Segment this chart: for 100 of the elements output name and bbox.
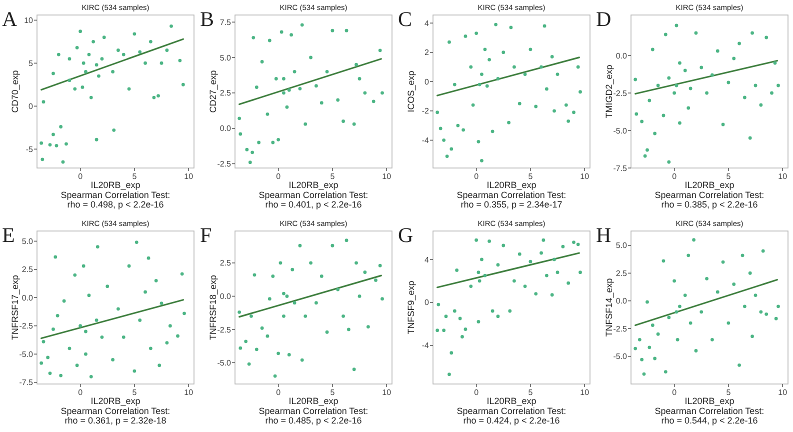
point — [726, 321, 730, 325]
point — [273, 374, 277, 378]
point — [738, 42, 741, 46]
point — [456, 124, 460, 128]
point — [180, 272, 184, 276]
y-tick-label: 0.0 — [616, 51, 628, 60]
text: Spearman Correlation Test: — [456, 406, 566, 416]
point — [542, 24, 546, 28]
point — [662, 114, 666, 118]
x-tick-label: 10 — [580, 388, 590, 397]
point — [528, 48, 532, 52]
point — [634, 112, 638, 116]
point — [144, 61, 147, 65]
point — [54, 144, 58, 148]
point — [62, 299, 66, 303]
point — [476, 320, 480, 324]
point — [688, 86, 692, 90]
point — [148, 40, 152, 44]
text: D — [596, 7, 612, 31]
text: rho = 0.424, p < 2.2e-16 — [463, 416, 560, 426]
point — [436, 328, 440, 332]
point — [523, 72, 527, 76]
x-tick-label: 5 — [330, 388, 336, 397]
x-axis-title: IL20RB_exp — [90, 180, 140, 190]
point — [770, 91, 774, 95]
point — [442, 328, 446, 332]
point — [476, 140, 480, 144]
point — [638, 338, 642, 342]
x-axis-title: IL20RB_exp — [486, 180, 536, 190]
point — [165, 48, 169, 52]
point — [102, 36, 106, 40]
point — [460, 335, 464, 338]
point — [244, 340, 248, 344]
point — [452, 82, 456, 86]
point — [678, 61, 682, 65]
y-tick-label: -2 — [422, 106, 430, 116]
point — [325, 70, 329, 74]
y-tick-label: 5.0 — [616, 241, 628, 250]
point — [314, 301, 318, 305]
point — [292, 301, 296, 305]
point — [512, 65, 516, 69]
point — [445, 154, 449, 158]
y-tick-label: 2.5 — [220, 258, 232, 268]
point — [146, 256, 150, 260]
point — [344, 238, 348, 242]
x-axis-title: IL20RB_exp — [288, 396, 338, 406]
point — [271, 274, 275, 278]
point — [354, 261, 358, 265]
point — [494, 22, 498, 26]
y-tick-label: 0 — [28, 102, 34, 111]
point — [776, 84, 780, 88]
point — [40, 141, 44, 145]
point — [156, 94, 160, 98]
point — [726, 80, 730, 84]
point — [452, 309, 456, 313]
point — [342, 314, 345, 318]
point — [674, 84, 678, 88]
text: Spearman Correlation Test: — [654, 406, 764, 416]
x-tick-label: 5 — [726, 172, 732, 181]
point — [92, 40, 96, 44]
point — [442, 138, 446, 142]
point — [764, 36, 768, 40]
text: rho = 0.498, p < 2.2e-16 — [67, 200, 164, 210]
point — [181, 82, 185, 86]
point — [56, 52, 60, 56]
y-tick-label: 0 — [424, 298, 430, 308]
point — [238, 132, 242, 136]
point — [292, 70, 296, 74]
point — [75, 364, 79, 368]
point — [290, 268, 294, 272]
y-axis-title: TNFSF14_exp — [604, 278, 614, 337]
point — [268, 38, 272, 42]
point — [688, 321, 692, 325]
point — [721, 260, 725, 264]
point — [282, 292, 286, 296]
y-axis-title: TMIGD2_exp — [604, 64, 614, 118]
point — [464, 328, 468, 331]
point — [678, 304, 682, 308]
point — [496, 263, 500, 267]
point — [176, 334, 180, 338]
point — [490, 130, 494, 134]
text: G — [398, 223, 414, 247]
point — [278, 261, 282, 265]
point — [250, 314, 253, 318]
point — [300, 358, 304, 362]
point — [478, 279, 482, 283]
point — [721, 122, 725, 126]
x-axis-title: IL20RB_exp — [288, 180, 338, 190]
point — [464, 34, 468, 38]
point — [640, 120, 644, 124]
x-tick-label: 10 — [184, 172, 194, 181]
point — [683, 294, 687, 298]
point — [268, 297, 272, 301]
point — [111, 70, 114, 74]
point — [700, 66, 704, 70]
point — [640, 358, 644, 362]
y-tick-label: 7.5 — [220, 18, 232, 27]
point — [490, 309, 494, 313]
point — [309, 261, 312, 265]
point — [300, 23, 304, 27]
